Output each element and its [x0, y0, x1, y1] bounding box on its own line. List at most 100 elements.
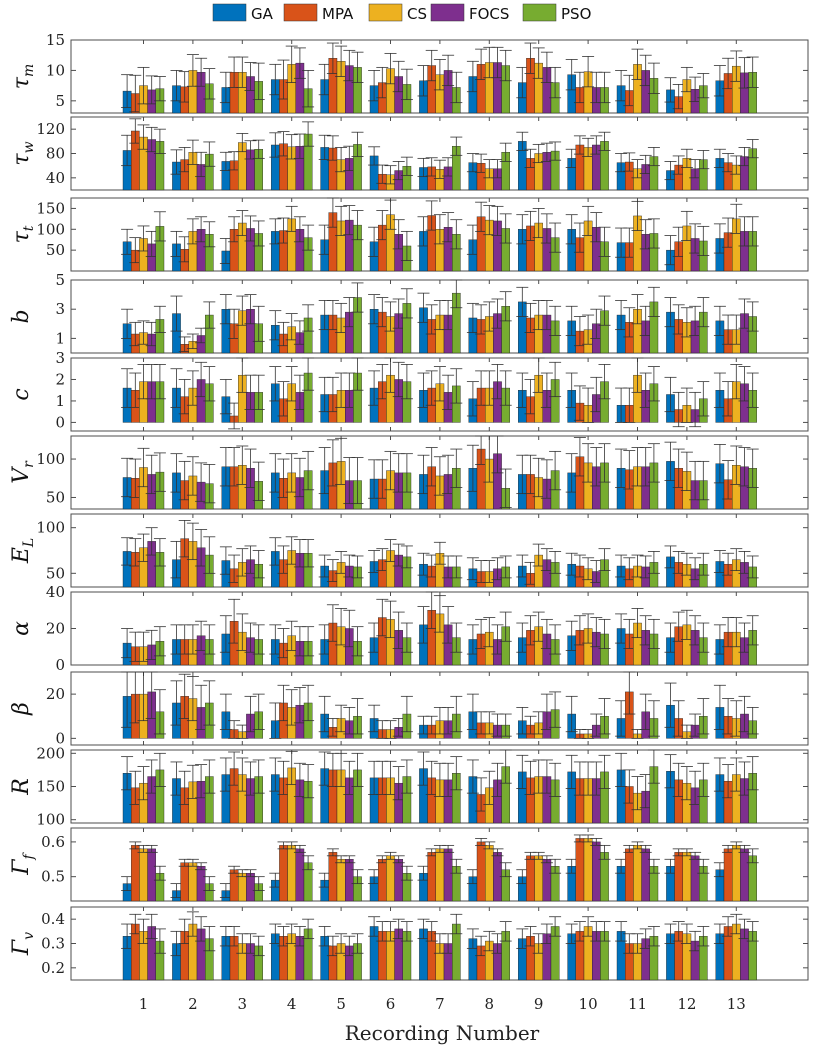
bar-mpa-rec-6 — [378, 859, 387, 902]
error-bar — [499, 291, 512, 322]
error-bar — [351, 933, 364, 954]
error-bar — [351, 457, 364, 505]
error-bar — [697, 622, 710, 653]
error-bar — [639, 844, 652, 853]
error-bar — [689, 391, 702, 428]
error-bar — [499, 370, 512, 406]
y-tick-label: 80 — [46, 145, 65, 163]
bar-mpa-rec-10 — [575, 838, 585, 902]
y-axis-label-subscript: m — [21, 64, 37, 77]
error-bar — [499, 749, 512, 784]
error-bar — [400, 364, 413, 400]
error-bar — [450, 368, 463, 404]
error-bar — [153, 452, 166, 492]
panel-2: 40 80 120 τw — [9, 116, 809, 191]
y-axis-label-symbol: V — [9, 466, 34, 484]
y-axis-label-symbol: c — [9, 388, 34, 400]
y-axis-label: Vr — [9, 460, 37, 484]
y-axis-label-subscript: f — [21, 851, 37, 860]
error-bar — [195, 862, 208, 871]
error-bar — [442, 54, 455, 87]
error-bar — [450, 622, 463, 653]
error-bar — [516, 131, 529, 151]
x-tick-label: 13 — [727, 995, 746, 1013]
error-bar — [252, 62, 265, 101]
error-bar — [203, 141, 216, 167]
y-axis-label: τt — [9, 225, 37, 243]
error-bar — [491, 848, 504, 857]
error-bar — [400, 288, 413, 319]
y-tick-label: 5 — [55, 92, 65, 110]
error-bar — [746, 756, 759, 791]
x-tick-label: 3 — [238, 995, 248, 1013]
y-tick-label: 100 — [36, 811, 65, 829]
error-bar — [680, 148, 693, 168]
y-axis-label: c — [9, 388, 34, 400]
error-bar — [302, 304, 315, 332]
bar-focs-rec-7 — [443, 848, 453, 902]
y-axis-label: α — [9, 621, 34, 636]
error-bar — [450, 756, 463, 791]
error-bar — [598, 844, 611, 860]
error-bar — [450, 219, 463, 250]
error-bar — [302, 224, 315, 251]
error-bar — [499, 49, 512, 82]
error-bar — [351, 698, 364, 735]
error-bar — [219, 379, 232, 415]
error-bar — [425, 921, 438, 942]
error-bar — [647, 218, 660, 249]
error-bar — [697, 762, 710, 797]
error-bar — [153, 865, 166, 881]
y-axis-label-symbol: b — [9, 309, 34, 323]
error-bar — [499, 862, 512, 878]
bar-focs-rec-1 — [147, 848, 157, 902]
y-tick-label: 0 — [55, 656, 65, 674]
error-bar — [450, 858, 463, 874]
bar-focs-rec-5 — [345, 859, 354, 902]
y-tick-label: 0.5 — [41, 868, 65, 886]
y-axis-label: β — [9, 702, 34, 716]
error-bar — [203, 759, 216, 794]
error-bar — [549, 858, 562, 874]
error-bar — [252, 876, 265, 891]
legend-item-focs: FOCS — [430, 3, 509, 23]
error-bar — [400, 695, 413, 733]
error-bar — [351, 752, 364, 787]
error-bar — [647, 147, 660, 167]
y-tick-label: 1 — [55, 392, 65, 410]
legend-swatch — [283, 3, 318, 22]
y-tick-label: 50 — [46, 488, 65, 506]
error-bar — [746, 615, 759, 646]
y-tick-label: 40 — [46, 583, 65, 601]
error-bar — [153, 364, 166, 400]
panel-5: 0 1 2 3 c — [9, 349, 809, 432]
error-bar — [302, 855, 315, 871]
legend-label: CS — [407, 5, 427, 23]
y-tick-label: 150 — [36, 199, 65, 217]
error-bar — [400, 921, 413, 942]
error-bar — [203, 926, 216, 952]
error-bar — [697, 73, 710, 99]
error-bar — [400, 622, 413, 653]
y-tick-label: 100 — [36, 519, 65, 537]
error-bar — [252, 305, 265, 342]
error-bar — [302, 70, 315, 108]
x-tick-label: 12 — [677, 995, 696, 1013]
bar-focs-rec-3 — [246, 872, 255, 902]
y-axis-label-symbol: R — [9, 778, 34, 796]
error-bar — [302, 539, 315, 568]
y-axis-label-subscript: v — [21, 932, 37, 940]
error-bar — [153, 76, 166, 102]
error-bar — [252, 374, 265, 410]
bar-mpa-rec-11 — [625, 848, 634, 902]
x-axis: Recording Number 1 2 3 4 5 6 7 8 9 10 11 12 13 — [139, 995, 746, 1045]
error-bar — [549, 916, 562, 937]
error-bar — [499, 142, 512, 162]
y-tick-label: 5 — [55, 271, 65, 289]
error-bar — [400, 759, 413, 794]
y-axis-label-subscript: r — [21, 460, 37, 468]
error-bar — [549, 361, 562, 398]
error-bar — [252, 139, 265, 159]
error-bar — [647, 700, 660, 737]
